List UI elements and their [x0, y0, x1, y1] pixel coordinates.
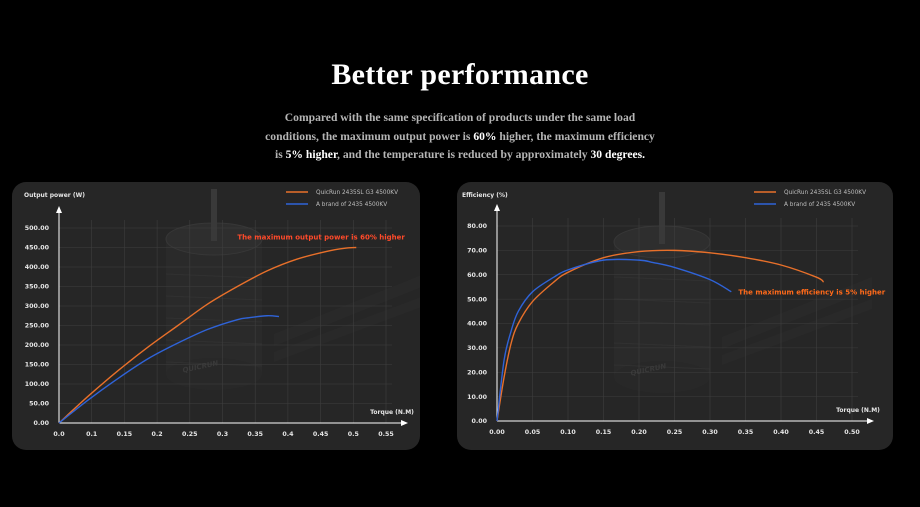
x-axis-arrow-icon — [401, 420, 408, 426]
motor-wire — [274, 297, 420, 362]
series-line — [496, 249, 825, 422]
motor-ridge — [613, 320, 711, 326]
motor-body — [614, 242, 710, 377]
annotation-text: The maximum efficiency is 5% higher — [738, 288, 885, 296]
y-tick-label: 100.00 — [25, 381, 50, 388]
x-tick-label: 0.50 — [844, 429, 860, 436]
highlight-power: 60% — [473, 129, 497, 143]
x-tick-label: 0.05 — [525, 429, 541, 436]
x-tick-label: 0.40 — [773, 429, 789, 436]
x-tick-label: 0.35 — [738, 429, 754, 436]
y-tick-label: 0.00 — [471, 418, 487, 425]
y-axis-title: Efficiency (%) — [462, 192, 508, 199]
y-tick-label: 30.00 — [467, 345, 488, 352]
subtitle-line-3: is 5% higher, and the temperature is red… — [0, 146, 920, 165]
annotation-text: The maximum output power is 60% higher — [237, 234, 405, 242]
x-tick-label: 0.25 — [667, 429, 683, 436]
subtitle-line-2: conditions, the maximum output power is … — [0, 128, 920, 147]
y-tick-label: 250.00 — [25, 323, 50, 330]
y-tick-label: 350.00 — [25, 284, 50, 291]
y-tick-label: 450.00 — [25, 245, 50, 252]
x-tick-label: 0.10 — [560, 429, 576, 436]
output-power-chart-panel: QUICRUN 0.0 0.1 0.15 0.2 0.25 0.3 0.35 0.4 0.45 0.… — [12, 182, 420, 450]
x-tick-label: 0.2 — [152, 431, 163, 438]
x-tick-label: 0.45 — [809, 429, 825, 436]
x-tick-label: 0.4 — [282, 431, 294, 438]
motor-ridge — [165, 273, 263, 279]
efficiency-chart: QUICRUN 0.00 0.05 0.10 0.15 0.20 0.25 0.30 0.35 0… — [462, 190, 886, 436]
efficiency-chart-panel: QUICRUN 0.00 0.05 0.10 0.15 0.20 0.25 0.30 0.35 0… — [457, 182, 893, 450]
subtitle-text: , and the temperature is reduced by appr… — [337, 148, 591, 161]
y-tick-label: 20.00 — [467, 369, 488, 376]
subtitle-text: conditions, the maximum output power is — [265, 129, 474, 143]
y-tick-label: 60.00 — [467, 272, 488, 279]
subtitle-text: is — [274, 148, 286, 161]
series-line — [58, 315, 280, 424]
x-axis-title: Torque (N.M) — [836, 407, 880, 414]
y-tick-label: 40.00 — [467, 321, 488, 328]
y-tick-label: 0.00 — [33, 420, 49, 427]
legend-entry: A brand of 2435 4500KV — [784, 202, 855, 208]
legend: QuicRun 2435SL G3 4500KV A brand of 2435 … — [754, 190, 866, 208]
y-axis-arrow-icon — [56, 206, 62, 213]
y-tick-label: 50.00 — [467, 296, 488, 303]
motor-ridge — [613, 298, 711, 304]
motor-image: QUICRUN — [613, 192, 872, 393]
y-tick-label: 200.00 — [25, 342, 50, 349]
motor-wire — [722, 299, 872, 365]
subtitle: Compared with the same specification of … — [0, 109, 920, 165]
x-tick-label: 0.00 — [489, 429, 505, 436]
y-tick-label: 500.00 — [25, 225, 50, 232]
y-tick-label: 80.00 — [467, 223, 488, 230]
motor-bottom — [614, 361, 710, 393]
legend: QuicRun 2435SL G3 4500KV A brand of 2435 … — [286, 190, 398, 208]
x-tick-label: 0.1 — [86, 431, 97, 438]
highlight-efficiency: 5% higher — [285, 148, 338, 161]
x-tick-label: 0.5 — [348, 431, 359, 438]
motor-body — [166, 239, 262, 374]
series-line — [496, 258, 732, 422]
motor-ridge — [165, 361, 263, 367]
motor-ridge — [165, 317, 263, 323]
motor-shaft — [659, 192, 665, 244]
x-axis-title: Torque (N.M) — [370, 409, 414, 416]
y-axis-arrow-icon — [494, 204, 500, 211]
motor-ridge — [613, 342, 711, 348]
legend-entry: A brand of 2435 4500KV — [316, 202, 387, 208]
motor-wire — [722, 277, 872, 349]
page-title: Better performance — [331, 58, 589, 91]
x-tick-label: 0.0 — [53, 431, 65, 438]
x-tick-label: 0.15 — [596, 429, 612, 436]
output-power-chart: QUICRUN 0.0 0.1 0.15 0.2 0.25 0.3 0.35 0.4 0.45 0.… — [24, 189, 420, 438]
y-tick-label: 70.00 — [467, 248, 488, 255]
motor-wire — [274, 275, 420, 346]
x-axis-arrow-icon — [867, 418, 874, 424]
motor-ridge — [613, 364, 711, 370]
subtitle-line-1: Compared with the same specification of … — [284, 111, 636, 124]
y-tick-label: 10.00 — [467, 394, 488, 401]
x-tick-label: 0.15 — [117, 431, 133, 438]
y-tick-label: 150.00 — [25, 362, 50, 369]
y-tick-label: 50.00 — [29, 401, 50, 408]
x-tick-label: 0.25 — [182, 431, 198, 438]
y-axis-title: Output power (W) — [24, 192, 85, 199]
legend-entry: QuicRun 2435SL G3 4500KV — [316, 190, 398, 196]
x-tick-label: 0.55 — [378, 431, 394, 438]
motor-ridge — [165, 295, 263, 301]
x-tick-label: 0.3 — [217, 431, 228, 438]
motor-ridge — [613, 276, 711, 282]
x-tick-label: 0.20 — [631, 429, 647, 436]
y-tick-label: 300.00 — [25, 303, 50, 310]
highlight-temperature: 30 degrees. — [590, 148, 646, 161]
legend-entry: QuicRun 2435SL G3 4500KV — [784, 190, 866, 196]
y-tick-label: 400.00 — [25, 264, 50, 271]
subtitle-text: higher, the maximum efficiency — [496, 129, 655, 143]
x-tick-label: 0.45 — [313, 431, 329, 438]
series-line — [58, 246, 357, 424]
motor-shaft — [211, 189, 217, 241]
x-tick-label: 0.30 — [702, 429, 718, 436]
motor-image: QUICRUN — [165, 189, 420, 390]
x-tick-label: 0.35 — [247, 431, 263, 438]
